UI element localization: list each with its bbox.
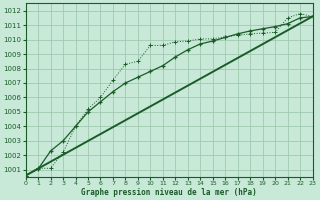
X-axis label: Graphe pression niveau de la mer (hPa): Graphe pression niveau de la mer (hPa)	[81, 188, 257, 197]
